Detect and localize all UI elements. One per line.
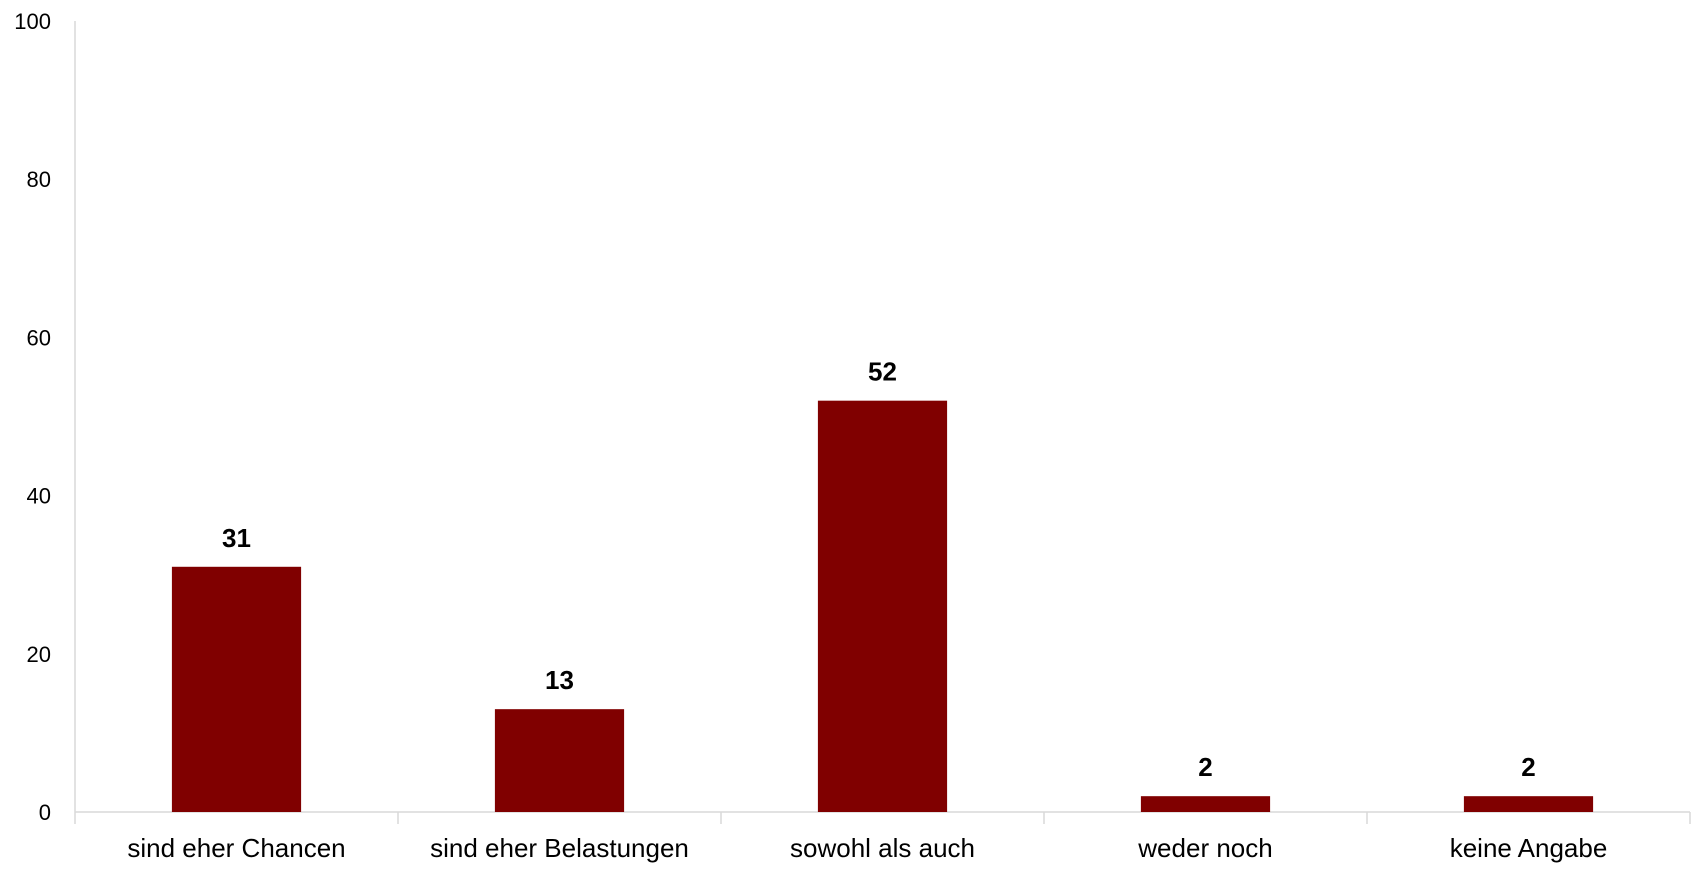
bar <box>171 566 302 812</box>
x-category-label: sind eher Belastungen <box>430 833 689 863</box>
labels: 0 20 40 60 80 100 31 sind eher Chancen 13 sind eh… <box>14 9 1607 863</box>
data-label: 31 <box>222 523 251 553</box>
data-label: 52 <box>868 357 897 387</box>
bars <box>171 400 1594 812</box>
x-category-label: sind eher Chancen <box>127 833 345 863</box>
data-label: 2 <box>1521 752 1535 782</box>
y-tick-label: 20 <box>27 642 51 667</box>
y-tick-label: 0 <box>39 800 51 825</box>
bar <box>1463 796 1594 812</box>
data-label: 2 <box>1198 752 1212 782</box>
x-category-label: weder noch <box>1137 833 1272 863</box>
data-label: 13 <box>545 665 574 695</box>
bar <box>1140 796 1271 812</box>
bar <box>494 709 625 812</box>
y-tick-label: 40 <box>27 484 51 509</box>
bar <box>817 400 948 812</box>
y-tick-label: 100 <box>14 9 51 34</box>
x-category-label: sowohl als auch <box>790 833 975 863</box>
y-tick-label: 80 <box>27 167 51 192</box>
x-category-label: keine Angabe <box>1450 833 1608 863</box>
y-tick-label: 60 <box>27 325 51 350</box>
